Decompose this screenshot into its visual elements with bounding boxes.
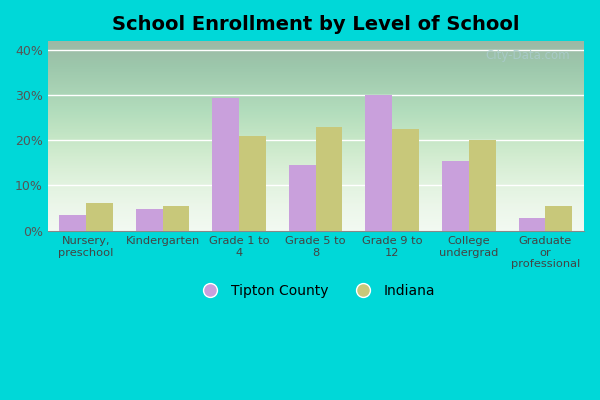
Bar (212, 98, 239, 230)
Bar (392, 129, 419, 230)
Title: School Enrollment by Level of School: School Enrollment by Level of School (112, 15, 520, 34)
Text: City-Data.com: City-Data.com (485, 49, 570, 62)
Bar (289, 165, 316, 230)
Legend: Tipton County, Indiana: Tipton County, Indiana (190, 278, 441, 303)
Bar (239, 136, 266, 230)
Bar (469, 140, 496, 230)
Bar (518, 218, 545, 230)
Bar (442, 161, 469, 230)
Bar (86, 203, 113, 230)
Bar (545, 206, 572, 230)
Bar (365, 95, 392, 230)
Bar (316, 127, 343, 230)
Bar (163, 206, 190, 230)
Bar (136, 209, 163, 230)
Bar (59, 215, 86, 230)
